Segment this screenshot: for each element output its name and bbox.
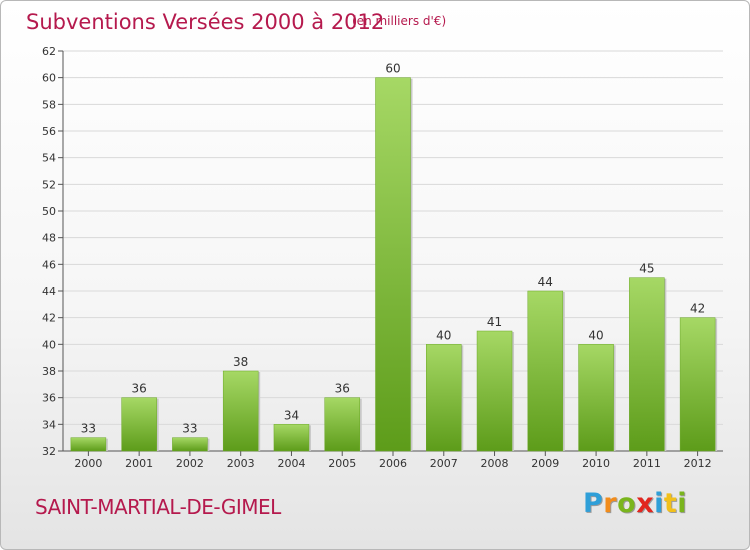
value-label: 38	[233, 355, 248, 369]
y-tick-label: 38	[42, 365, 56, 378]
chart-title: Subventions Versées 2000 à 2012	[26, 10, 385, 34]
logo-letter: o	[617, 488, 637, 519]
bar	[375, 77, 411, 452]
bar	[629, 277, 665, 452]
logo-letter: P	[583, 488, 604, 519]
bar	[679, 317, 716, 452]
value-label: 60	[385, 62, 400, 76]
y-tick-label: 56	[42, 125, 56, 138]
value-label: 33	[182, 422, 197, 436]
x-tick-label: 2007	[430, 457, 458, 470]
proxiti-logo: Proxiti	[583, 488, 687, 519]
logo-letter: i	[654, 488, 664, 519]
value-label: 40	[588, 328, 603, 342]
bar	[578, 344, 614, 452]
x-tick-label: 2012	[684, 457, 712, 470]
bar	[324, 397, 360, 452]
bar	[222, 370, 259, 452]
x-tick-label: 2008	[481, 457, 509, 470]
bar	[476, 330, 513, 452]
y-tick-label: 48	[42, 232, 56, 245]
x-tick-label: 2010	[582, 457, 610, 470]
value-label: 33	[81, 422, 96, 436]
x-tick-label: 2000	[74, 457, 102, 470]
value-label: 36	[132, 382, 147, 396]
y-tick-label: 44	[42, 285, 56, 298]
value-label: 42	[690, 302, 705, 316]
x-tick-label: 2005	[328, 457, 356, 470]
logo-letter: x	[636, 488, 655, 519]
bars	[70, 77, 718, 452]
y-tick-label: 40	[42, 338, 56, 351]
bar	[121, 397, 157, 452]
x-tick-label: 2011	[633, 457, 661, 470]
x-tick-label: 2006	[379, 457, 407, 470]
y-tick-label: 36	[42, 392, 56, 405]
logo-letter: i	[677, 488, 688, 519]
bar	[426, 344, 462, 452]
bar	[172, 437, 208, 452]
y-tick-label: 62	[42, 45, 56, 58]
value-label: 36	[335, 382, 350, 396]
value-label: 45	[639, 262, 654, 276]
y-tick-label: 60	[42, 72, 56, 85]
y-tick-label: 52	[42, 178, 56, 191]
bar	[273, 424, 310, 452]
x-tick-label: 2004	[277, 457, 305, 470]
y-tick-label: 58	[42, 98, 56, 111]
logo-letter: t	[663, 488, 678, 519]
x-tick-label: 2009	[531, 457, 559, 470]
value-label: 34	[284, 408, 299, 422]
y-tick-label: 32	[42, 445, 56, 458]
value-label: 44	[538, 275, 553, 289]
municipality-name: SAINT-MARTIAL-DE-GIMEL	[35, 495, 281, 519]
bar	[527, 290, 564, 452]
value-label: 40	[436, 328, 451, 342]
x-tick-label: 2002	[176, 457, 204, 470]
y-tick-label: 50	[42, 205, 56, 218]
y-tick-label: 34	[42, 418, 56, 431]
x-tick-label: 2003	[227, 457, 255, 470]
logo-letter: r	[603, 488, 618, 519]
chart-unit: (en milliers d'€)	[352, 14, 447, 28]
bar	[70, 437, 107, 452]
y-tick-label: 46	[42, 258, 56, 271]
y-tick-label: 54	[42, 152, 56, 165]
value-labels: 33 36 33 38 34 36 60 40 41 44 40 45 42	[81, 62, 706, 436]
value-label: 41	[487, 315, 502, 329]
x-tick-label: 2001	[125, 457, 153, 470]
y-tick-label: 42	[42, 312, 56, 325]
